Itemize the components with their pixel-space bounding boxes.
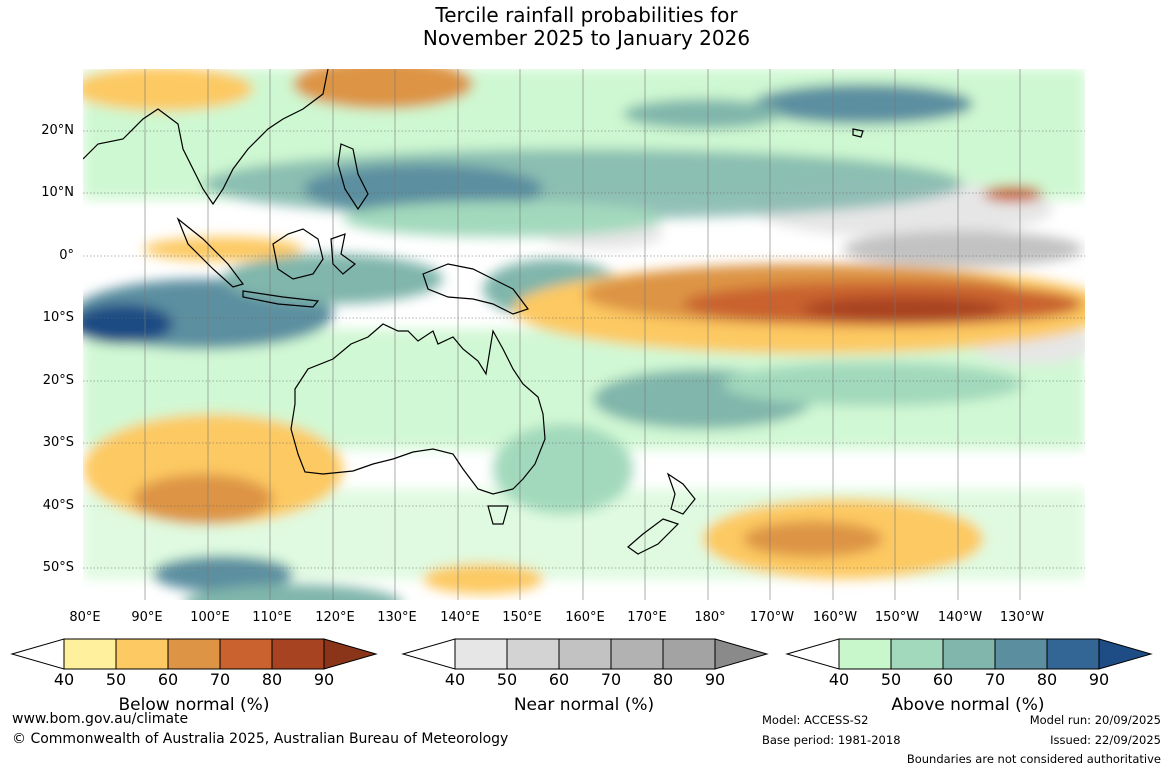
lon-label-140e: 140°E [440, 610, 480, 625]
colorbar-near-normal [401, 638, 769, 670]
new-zealand-north-coastline [666, 472, 696, 515]
above-80-segment [994, 638, 1048, 670]
near-tick-80: 80 [652, 670, 674, 689]
near-70-segment [558, 638, 612, 670]
lat-label-30s: 30°S [42, 435, 74, 450]
lon-label-170e: 170°E [627, 610, 667, 625]
probability-field [83, 69, 1085, 600]
lon-label-160w: 160°W [812, 610, 858, 625]
philippines-coastline [337, 143, 369, 211]
below-tick-50: 50 [105, 670, 127, 689]
sulawesi-coastline [330, 233, 356, 275]
below-tick-70: 70 [209, 670, 231, 689]
base-period-text: Base period: 1981-2018 [762, 733, 901, 747]
hawaii-coastline [852, 128, 864, 138]
rainfall-map [83, 69, 1085, 600]
lat-label-40s: 40°S [42, 498, 74, 513]
australia-coastline [290, 323, 546, 495]
new-guinea-coastline [422, 263, 529, 315]
colorbar-below-normal [10, 638, 378, 670]
near-80-segment [610, 638, 664, 670]
lat-label-20s: 20°S [42, 373, 74, 388]
above-tick-60: 60 [932, 670, 954, 689]
above-70-segment [942, 638, 996, 670]
lon-label-140w: 140°W [937, 610, 983, 625]
sumatra-coastline [176, 217, 244, 288]
near-normal-label: Near normal (%) [513, 695, 655, 715]
near-tick-70: 70 [600, 670, 622, 689]
below-tick-90: 90 [313, 670, 335, 689]
below-tick-40: 40 [53, 670, 75, 689]
map-title: Tercile rainfall probabilities for Novem… [0, 4, 1173, 50]
near-max-segment [714, 638, 769, 670]
lon-label-150e: 150°E [502, 610, 542, 625]
lon-label-80e: 80°E [69, 610, 101, 625]
lat-label-10s: 10°S [42, 310, 74, 325]
lon-label-110e: 110°E [252, 610, 292, 625]
below-80-segment [219, 638, 273, 670]
below-50-segment [63, 638, 117, 670]
website-link[interactable]: www.bom.gov.au/climate [12, 711, 189, 727]
above-tick-50: 50 [880, 670, 902, 689]
above-max-segment [1098, 638, 1153, 670]
lat-label-50s: 50°S [42, 560, 74, 575]
disclaimer-text: Boundaries are not considered authoritat… [906, 752, 1161, 766]
above-tick-90: 90 [1088, 670, 1110, 689]
title-line-2: November 2025 to January 2026 [422, 26, 751, 50]
lon-label-180: 180° [694, 610, 726, 625]
lat-label-equator: 0° [59, 248, 74, 263]
model-text: Model: ACCESS-S2 [762, 713, 869, 727]
below-max-segment [323, 638, 378, 670]
near-tick-50: 50 [496, 670, 518, 689]
lon-label-170w: 170°W [749, 610, 795, 625]
issued-text: Issued: 22/09/2025 [1050, 733, 1161, 747]
below-tick-80: 80 [261, 670, 283, 689]
near-tick-90: 90 [704, 670, 726, 689]
below-40-segment [10, 638, 65, 670]
tasmania-coastline [487, 505, 509, 525]
asia-coastline [83, 69, 329, 206]
above-90-segment [1046, 638, 1100, 670]
below-90-segment [271, 638, 325, 670]
below-70-segment [167, 638, 221, 670]
near-40-segment [401, 638, 456, 670]
lon-label-130w: 130°W [999, 610, 1045, 625]
model-run-text: Model run: 20/09/2025 [1029, 713, 1161, 727]
lon-label-100e: 100°E [190, 610, 230, 625]
java-coastline [242, 290, 320, 308]
near-tick-60: 60 [548, 670, 570, 689]
lon-label-130e: 130°E [377, 610, 417, 625]
lon-label-160e: 160°E [565, 610, 605, 625]
above-tick-40: 40 [828, 670, 850, 689]
title-line-1: Tercile rainfall probabilities for [435, 3, 738, 27]
lon-label-120e: 120°E [315, 610, 355, 625]
above-60-segment [890, 638, 944, 670]
colorbar-above-normal [785, 638, 1153, 670]
below-tick-60: 60 [157, 670, 179, 689]
lon-label-90e: 90°E [131, 610, 163, 625]
borneo-coastline [272, 228, 324, 280]
lon-label-150w: 150°W [874, 610, 920, 625]
above-normal-label: Above normal (%) [891, 695, 1045, 715]
above-50-segment [838, 638, 892, 670]
near-60-segment [506, 638, 560, 670]
below-60-segment [115, 638, 169, 670]
near-tick-40: 40 [444, 670, 466, 689]
above-40-segment [785, 638, 840, 670]
below-normal-label: Below normal (%) [118, 695, 270, 715]
above-tick-70: 70 [984, 670, 1006, 689]
coastlines [83, 69, 864, 555]
copyright-text: © Commonwealth of Australia 2025, Austra… [12, 731, 509, 747]
near-90-segment [662, 638, 716, 670]
lat-label-20n: 20°N [41, 123, 74, 138]
near-50-segment [454, 638, 508, 670]
meridians [144, 69, 1021, 600]
above-tick-80: 80 [1036, 670, 1058, 689]
new-zealand-south-coastline [627, 518, 680, 555]
graticule [83, 130, 1085, 569]
lat-label-10n: 10°N [41, 185, 74, 200]
